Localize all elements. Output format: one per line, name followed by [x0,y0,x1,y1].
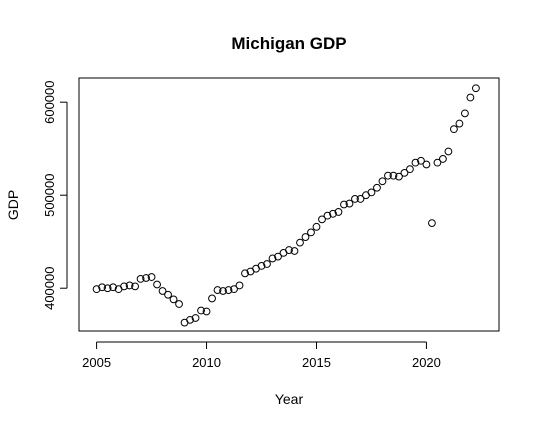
data-point [356,195,365,203]
data-point [186,315,194,324]
data-point [301,233,310,241]
data-point [384,171,392,180]
data-points [92,84,480,327]
data-point [230,285,238,294]
data-point [340,200,348,209]
data-point [450,125,458,134]
data-point [274,252,282,261]
data-point [290,247,299,255]
y-axis: 400000 500000 600000 [42,80,68,310]
data-point [175,300,183,308]
data-point [400,168,409,177]
x-tick-label: 2020 [412,355,441,370]
data-point [422,160,431,169]
data-point [219,287,227,295]
data-point [455,119,464,128]
data-point [197,306,205,315]
x-tick-label: 2015 [302,355,331,370]
data-point [307,228,315,237]
y-tick-label: 600000 [42,80,57,123]
x-axis: 2005 2010 2015 2020 [82,341,441,370]
data-point [472,84,480,93]
data-point [296,238,304,247]
data-point [263,260,271,268]
data-point [164,290,172,299]
data-point [169,295,178,304]
chart-title: Michigan GDP [231,34,346,53]
y-tick-label: 500000 [42,174,57,217]
plot-frame [78,77,500,332]
x-tick-label: 2010 [192,355,221,370]
data-point [439,155,447,163]
data-point [378,177,387,186]
data-point [411,158,420,167]
data-point [224,286,233,294]
data-point [461,109,469,118]
data-point [417,156,425,165]
data-point [466,93,475,102]
data-point [373,183,381,192]
data-point [444,147,453,156]
x-axis-label: Year [275,391,304,407]
data-point [285,246,293,254]
data-point [428,219,436,228]
data-point [208,294,216,303]
data-point [92,285,101,294]
data-point [318,215,326,224]
data-point [136,275,145,283]
data-point [191,314,200,322]
data-point [153,280,161,289]
data-point [367,188,376,197]
data-point [406,165,414,174]
data-point [109,283,117,292]
data-point [334,208,343,216]
data-point [312,222,321,231]
data-point [213,286,222,294]
y-tick-label: 400000 [42,267,57,310]
data-point [202,307,211,316]
y-axis-label: GDP [5,190,21,220]
data-point [345,199,354,208]
data-point [433,158,442,167]
data-point [120,282,128,291]
data-point [142,274,150,282]
data-point [351,195,359,203]
data-point [329,209,337,218]
data-point [257,261,266,270]
data-point [268,254,277,263]
data-point [158,287,167,295]
data-point [103,284,112,293]
data-point [131,282,139,291]
data-point [125,281,134,290]
x-tick-label: 2005 [82,355,111,370]
data-point [323,211,332,220]
data-point [147,273,156,281]
data-point [241,269,249,278]
data-point [395,172,403,181]
data-point [389,171,398,180]
data-point [235,281,244,290]
data-point [98,283,106,292]
